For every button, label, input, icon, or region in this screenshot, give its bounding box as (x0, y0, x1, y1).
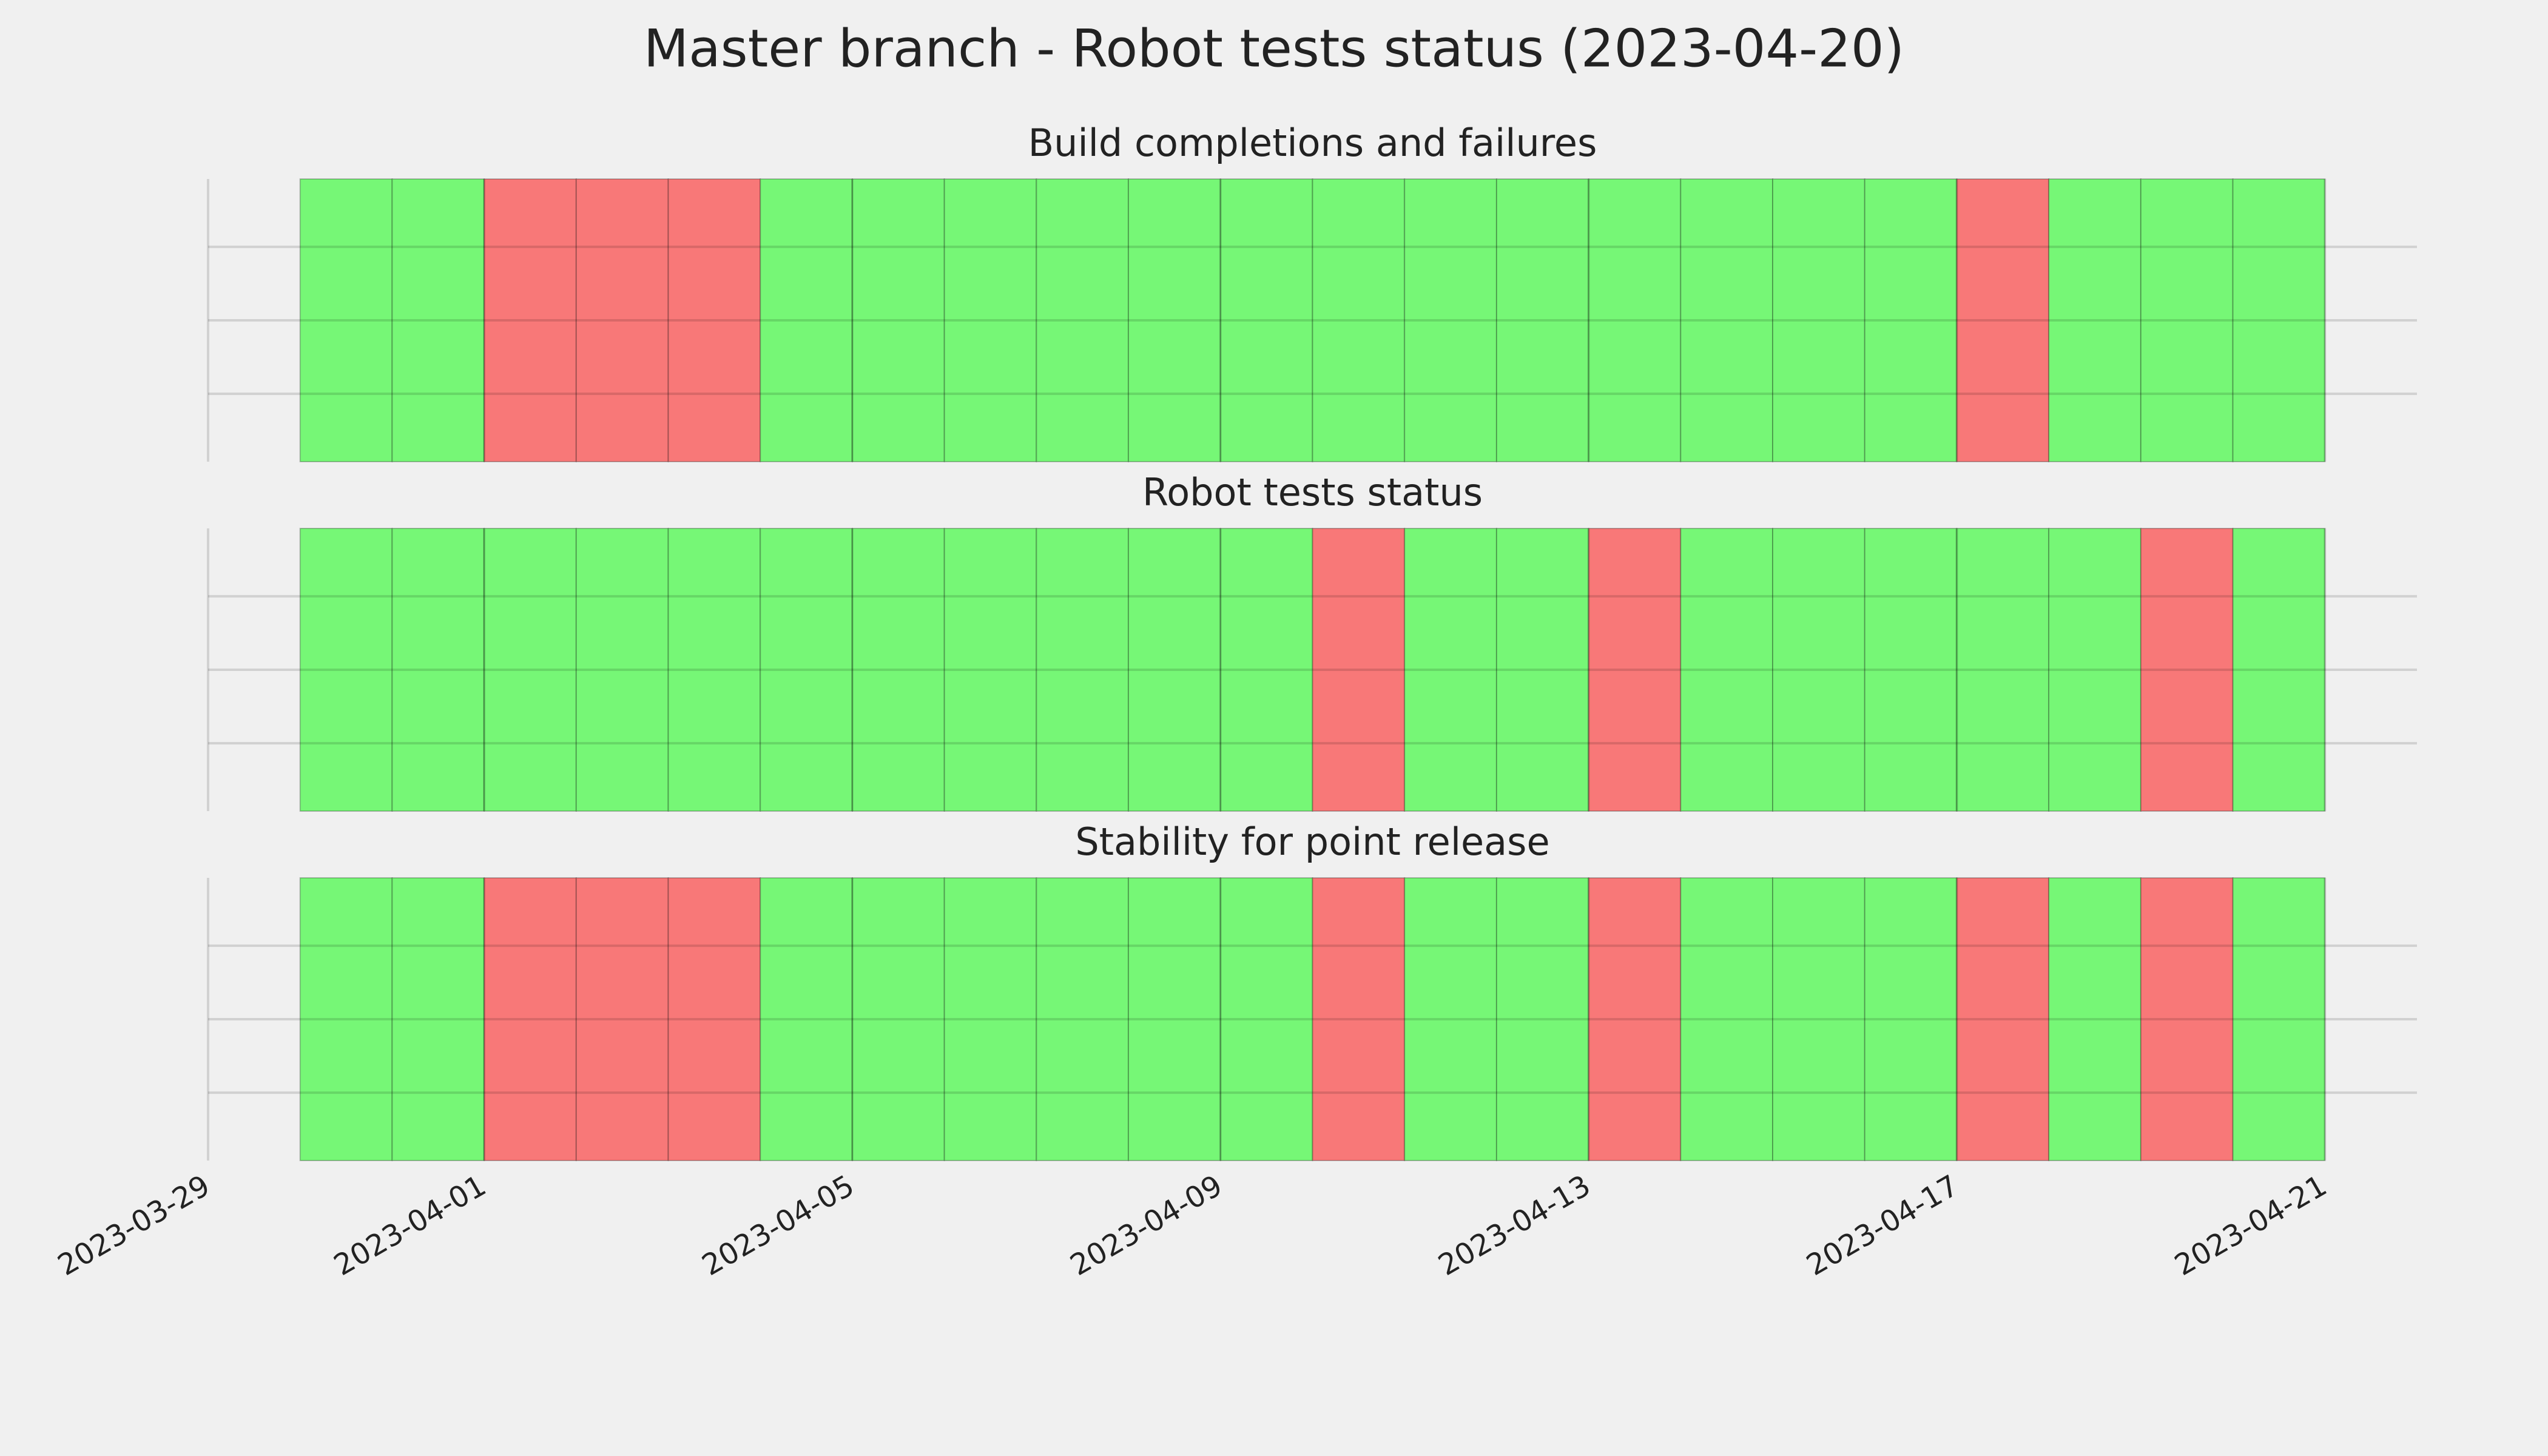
status-span (2232, 877, 2326, 1161)
status-span (943, 178, 1037, 462)
status-span (1219, 877, 1313, 1161)
status-span (391, 528, 485, 812)
status-span (1864, 178, 1958, 462)
status-span (1772, 877, 1866, 1161)
subplot-title: Build completions and failures (1028, 121, 1597, 165)
status-span (1864, 877, 1958, 1161)
status-span (667, 178, 761, 462)
status-span (1680, 877, 1774, 1161)
status-span (1404, 178, 1497, 462)
status-span (575, 178, 669, 462)
status-span (1404, 877, 1497, 1161)
status-span (1680, 528, 1774, 812)
status-span (2140, 178, 2234, 462)
status-span (943, 877, 1037, 1161)
status-span (851, 178, 945, 462)
status-span (1772, 178, 1866, 462)
status-span (391, 877, 485, 1161)
status-span (575, 528, 669, 812)
status-span (2232, 528, 2326, 812)
status-span (1128, 528, 1221, 812)
status-span (391, 178, 485, 462)
status-span (1128, 178, 1221, 462)
subplot-title: Stability for point release (1075, 820, 1549, 864)
status-span (1956, 877, 2050, 1161)
figure-title: Master branch - Robot tests status (2023… (644, 18, 1904, 79)
status-span (1036, 528, 1130, 812)
status-span (1312, 528, 1406, 812)
status-span (1588, 877, 1682, 1161)
status-span (1588, 528, 1682, 812)
status-span (1036, 877, 1130, 1161)
status-span (484, 178, 577, 462)
status-span (2048, 178, 2142, 462)
status-span (760, 877, 853, 1161)
status-span (1312, 877, 1406, 1161)
status-span (1680, 178, 1774, 462)
status-span (760, 528, 853, 812)
status-span (1312, 178, 1406, 462)
subplot-title: Robot tests status (1142, 470, 1483, 514)
status-span (1495, 528, 1589, 812)
status-span (2048, 528, 2142, 812)
status-span (1219, 178, 1313, 462)
status-span (1495, 178, 1589, 462)
status-span (575, 877, 669, 1161)
status-span (1404, 528, 1497, 812)
status-span (2140, 877, 2234, 1161)
status-span (299, 877, 393, 1161)
status-span (760, 178, 853, 462)
status-span (2232, 178, 2326, 462)
status-span (299, 178, 393, 462)
status-span (1128, 877, 1221, 1161)
status-span (1956, 178, 2050, 462)
status-span (667, 877, 761, 1161)
status-span (1772, 528, 1866, 812)
status-span (1864, 528, 1958, 812)
status-span (1588, 178, 1682, 462)
status-span (851, 877, 945, 1161)
status-span (1956, 528, 2050, 812)
status-span (1219, 528, 1313, 812)
status-span (484, 528, 577, 812)
status-span (2140, 528, 2234, 812)
status-span (1036, 178, 1130, 462)
